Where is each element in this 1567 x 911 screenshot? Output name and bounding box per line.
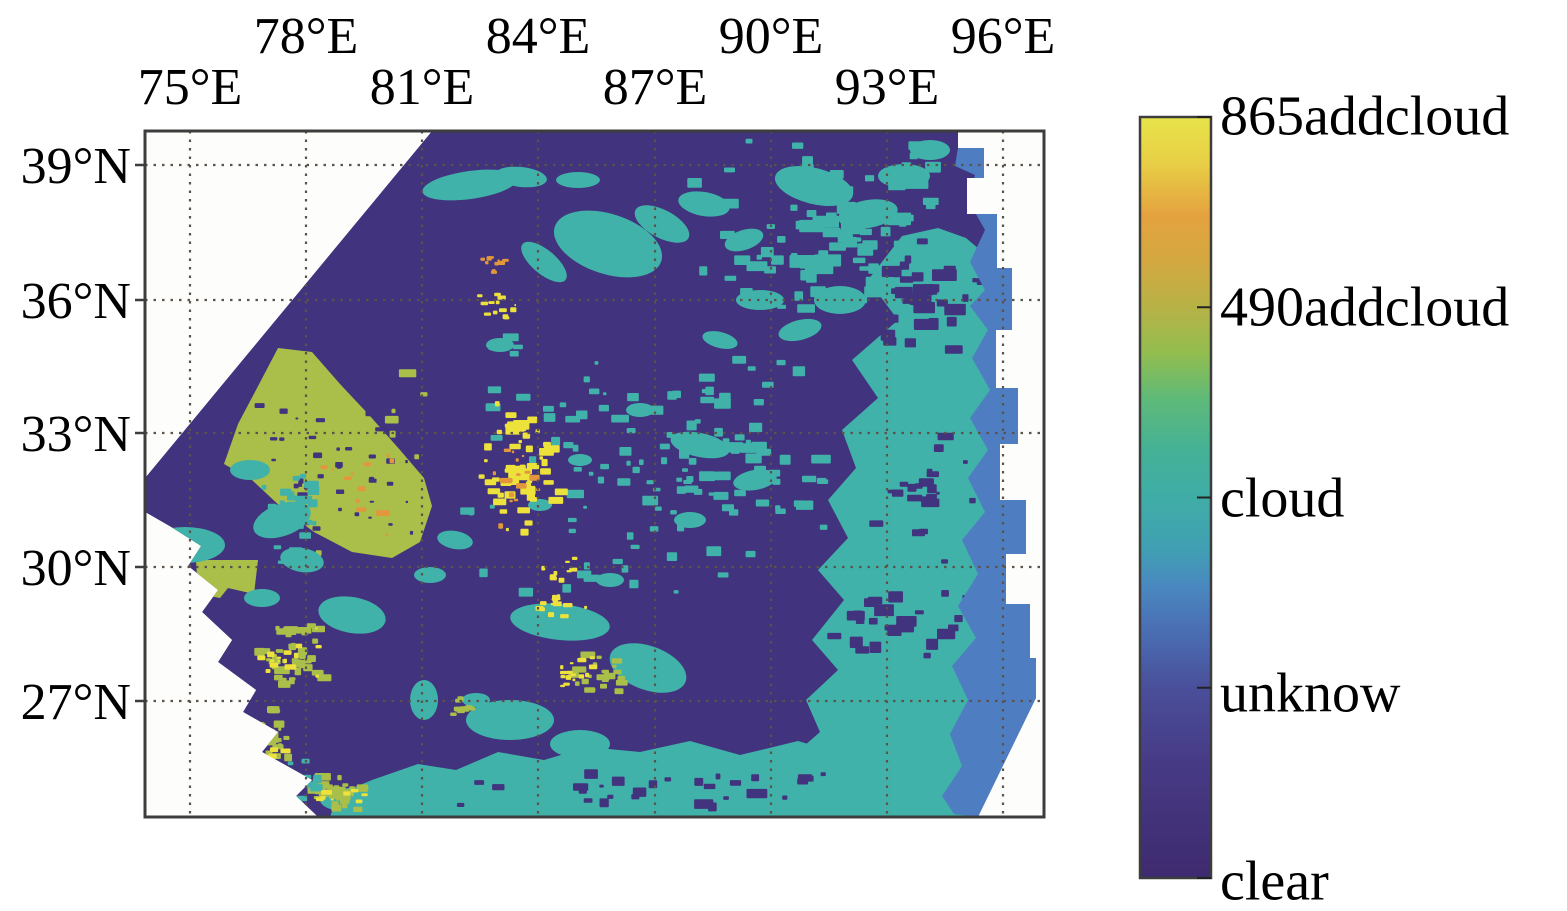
olive-texture-holes	[254, 403, 414, 535]
olive-cluster-5	[450, 696, 476, 716]
map-data-layer	[145, 131, 1036, 817]
yellow-cluster-1	[541, 556, 578, 583]
orange-in-olive	[320, 453, 395, 536]
olive-cluster-4	[568, 651, 628, 695]
y-tick-label: 27°N	[21, 674, 131, 731]
colorbar-label: cloud	[1220, 468, 1344, 530]
clear-holes-mass-mid	[869, 432, 976, 537]
yellow-west-1	[257, 627, 322, 678]
y-tick-label: 33°N	[21, 406, 131, 463]
x-tick-label: 78°E	[254, 8, 359, 65]
x-tick-label: 90°E	[719, 8, 824, 65]
orange-specks-1	[480, 256, 509, 274]
colorbar-label: 865addcloud	[1220, 86, 1509, 148]
colorbar-label: 490addcloud	[1220, 277, 1509, 339]
y-tick-label: 36°N	[21, 273, 131, 330]
x-tick-label: 87°E	[603, 59, 708, 116]
clear-holes-mass-low	[827, 559, 967, 659]
yellow-west-3	[316, 789, 368, 804]
unknow-edge-strip	[942, 148, 1036, 817]
clear-holes-bottom-band	[456, 769, 826, 812]
colorbar-label: clear	[1220, 851, 1329, 911]
plot-border	[143, 129, 1046, 819]
x-tick-label: 81°E	[370, 59, 475, 116]
yellow-cluster-0	[477, 292, 517, 320]
colorbar-tick-marks	[1197, 116, 1211, 879]
graticule-gridlines	[145, 131, 1044, 817]
cloud-speckle-center	[460, 333, 714, 625]
clear-holes-mass-top	[870, 237, 990, 354]
cloud-blobs-west	[145, 460, 324, 607]
x-tick-label: 75°E	[138, 59, 243, 116]
axis-tick-marks	[135, 163, 145, 703]
y-tick-label: 30°N	[21, 540, 131, 597]
yellow-cluster-3	[560, 656, 598, 688]
x-tick-label: 84°E	[486, 8, 591, 65]
x-tick-label: 93°E	[835, 59, 940, 116]
colorbar-label: unknow	[1220, 663, 1401, 725]
y-tick-label: 39°N	[21, 138, 131, 195]
x-tick-label: 96°E	[951, 8, 1056, 65]
yellow-cluster-2	[535, 594, 588, 619]
orange-in-main	[492, 448, 541, 529]
